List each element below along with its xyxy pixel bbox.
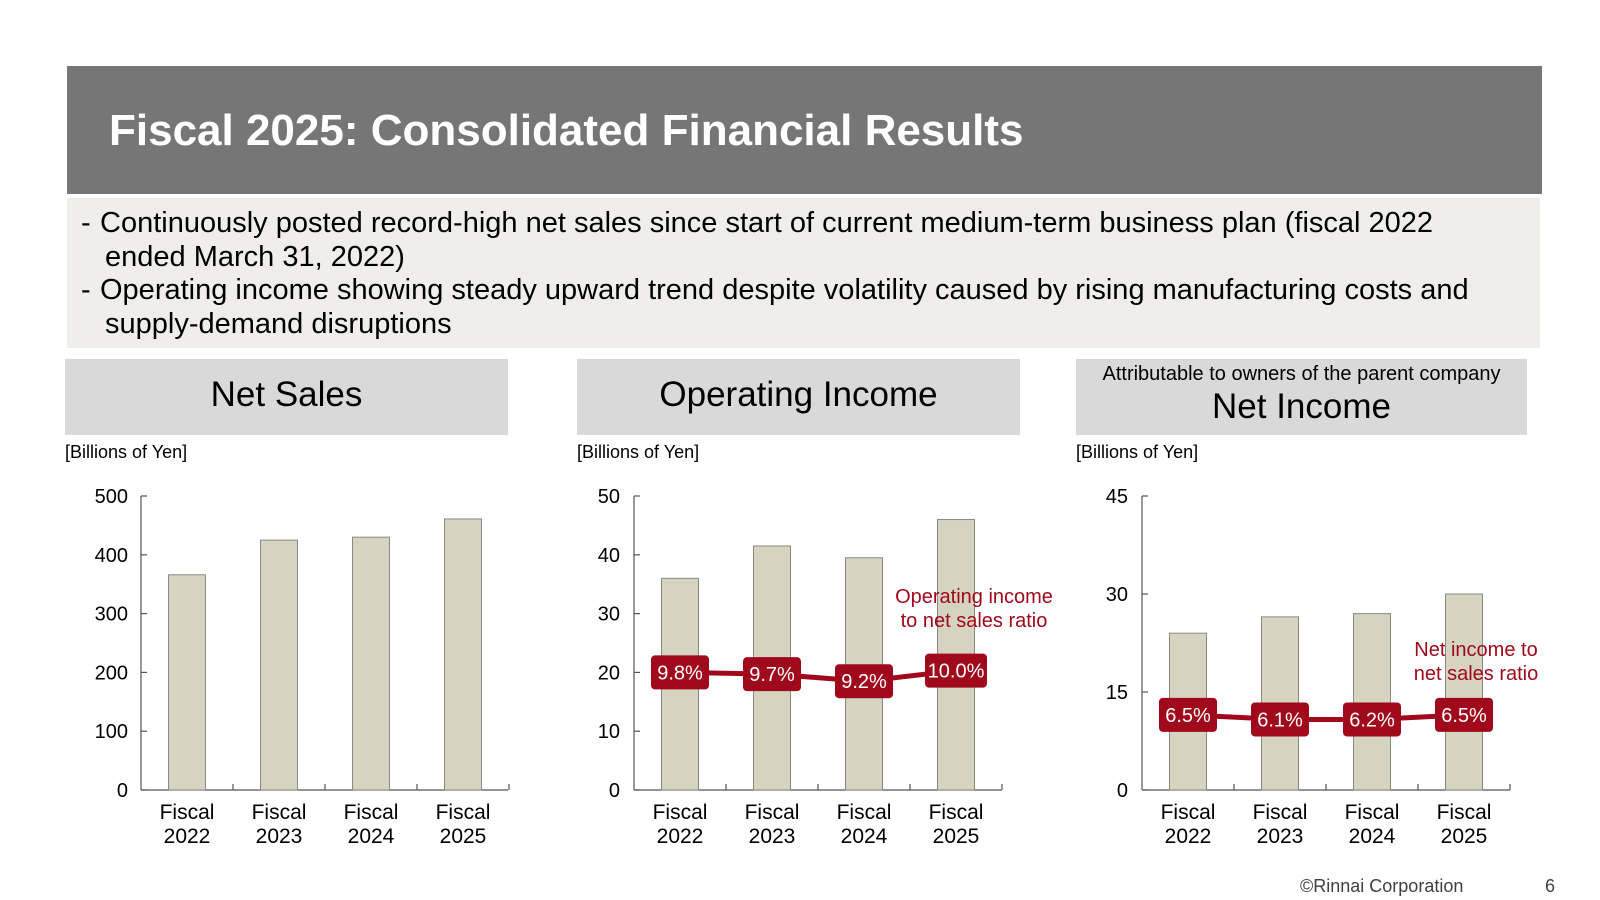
summary-bullet-1: - Continuously posted record-high net sa… [81, 206, 1521, 274]
x-tick-label: 2024 [1349, 825, 1396, 848]
y-tick-label: 500 [95, 486, 128, 508]
x-tick-label: 2025 [1441, 825, 1488, 848]
summary-bullet-text: Operating income showing steady upward t… [100, 274, 1469, 340]
net-sales-title: Net Sales [210, 375, 363, 414]
x-tick-label: 2023 [749, 825, 796, 848]
ratio-label-box [1251, 702, 1309, 737]
y-tick-label: 10 [598, 721, 620, 743]
y-tick-label: 200 [95, 662, 128, 684]
summary-box: - Continuously posted record-high net sa… [67, 198, 1540, 348]
x-tick-label: 2023 [1257, 825, 1304, 848]
y-tick-label: 30 [598, 604, 620, 626]
title-banner: Fiscal 2025: Consolidated Financial Resu… [67, 66, 1542, 194]
x-tick-label: Fiscal [160, 801, 215, 824]
summary-bullet-2: - Operating income showing steady upward… [81, 273, 1521, 341]
ratio-label-box [651, 655, 709, 690]
x-tick-label: Fiscal [745, 801, 800, 824]
y-tick-label: 45 [1106, 486, 1128, 508]
bullet-dash: - [81, 274, 91, 306]
x-tick-label: 2022 [164, 825, 211, 848]
x-tick-label: 2024 [841, 825, 888, 848]
y-tick-label: 40 [598, 545, 620, 567]
ratio-series-label: Net income to [1414, 639, 1537, 661]
operating-income-title: Operating Income [659, 375, 938, 414]
ratio-line [1187, 712, 1465, 722]
bar [1353, 613, 1391, 791]
y-tick-label: 50 [598, 486, 620, 508]
ratio-series-label: Operating income [895, 586, 1053, 608]
net-sales-header: Net Sales [65, 359, 508, 435]
ratio-label: 6.1% [1257, 709, 1303, 731]
copyright-text: ©Rinnai Corporation [1300, 876, 1464, 896]
ratio-label: 6.5% [1441, 705, 1487, 727]
page-title: Fiscal 2025: Consolidated Financial Resu… [109, 106, 1024, 155]
x-tick-label: 2025 [440, 825, 487, 848]
net-income-header: Attributable to owners of the parent com… [1076, 359, 1527, 435]
operating-income-unit-label: [Billions of Yen] [577, 442, 700, 462]
bar [168, 574, 206, 791]
net-sales-unit-label: [Billions of Yen] [65, 442, 188, 462]
y-tick-label: 100 [95, 721, 128, 743]
y-tick-label: 300 [95, 604, 128, 626]
x-tick-label: Fiscal [929, 801, 984, 824]
ratio-label-box [1159, 697, 1217, 732]
ratio-label-box [1343, 702, 1401, 737]
ratio-series-label: net sales ratio [1414, 663, 1539, 685]
x-tick-label: Fiscal [1437, 801, 1492, 824]
x-tick-label: Fiscal [1161, 801, 1216, 824]
ratio-label: 9.2% [841, 671, 887, 693]
bar [1445, 593, 1483, 791]
operating-income-header: Operating Income [577, 359, 1020, 435]
y-tick-label: 0 [1117, 780, 1128, 802]
x-tick-label: 2023 [256, 825, 303, 848]
bullet-dash: - [81, 207, 91, 239]
x-tick-label: Fiscal [252, 801, 307, 824]
x-tick-label: Fiscal [837, 801, 892, 824]
bar [352, 536, 390, 791]
x-tick-label: 2024 [348, 825, 395, 848]
y-tick-label: 0 [609, 780, 620, 802]
net-income-subtitle: Attributable to owners of the parent com… [1102, 363, 1501, 385]
x-tick-label: Fiscal [436, 801, 491, 824]
ratio-label: 6.5% [1165, 705, 1211, 727]
net-income-title: Net Income [1212, 387, 1391, 426]
ratio-label: 6.2% [1349, 709, 1395, 731]
ratio-label: 9.8% [657, 662, 703, 684]
ratio-label-box [1435, 697, 1493, 732]
ratio-label: 10.0% [928, 661, 985, 683]
x-tick-label: 2025 [933, 825, 980, 848]
x-tick-label: Fiscal [653, 801, 708, 824]
y-tick-label: 0 [117, 780, 128, 802]
ratio-label-box [925, 653, 987, 688]
ratio-series-label: to net sales ratio [901, 610, 1048, 632]
y-tick-label: 20 [598, 662, 620, 684]
x-tick-label: Fiscal [344, 801, 399, 824]
ratio-label-box [743, 657, 801, 692]
x-tick-label: Fiscal [1345, 801, 1400, 824]
ratio-label-box [835, 664, 893, 699]
bar [444, 518, 482, 791]
x-tick-label: 2022 [1165, 825, 1212, 848]
y-tick-label: 15 [1106, 682, 1128, 704]
net-income-unit-label: [Billions of Yen] [1076, 442, 1199, 462]
x-tick-label: 2022 [657, 825, 704, 848]
y-tick-label: 30 [1106, 584, 1128, 606]
ratio-label: 9.7% [749, 664, 795, 686]
bar [260, 539, 298, 791]
page-number: 6 [1545, 876, 1556, 896]
ratio-line [679, 668, 957, 684]
y-tick-label: 400 [95, 545, 128, 567]
summary-bullet-text: Continuously posted record-high net sale… [100, 207, 1434, 273]
x-tick-label: Fiscal [1253, 801, 1308, 824]
